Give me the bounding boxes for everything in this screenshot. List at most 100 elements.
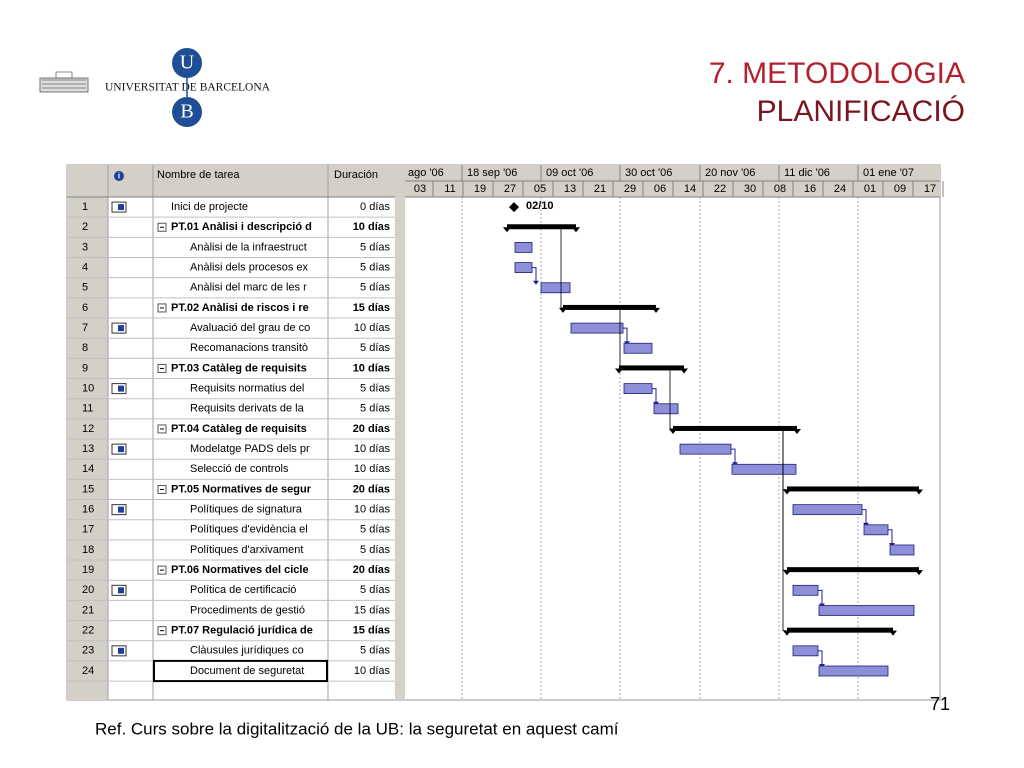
summary-bar bbox=[673, 425, 797, 431]
dependency bbox=[731, 448, 736, 464]
summary-bar bbox=[787, 567, 919, 573]
task-duration: 5 días bbox=[360, 241, 390, 253]
week-label: 16 bbox=[804, 183, 816, 195]
row-id: 11 bbox=[82, 403, 93, 415]
task-name: Polítiques de signatura bbox=[190, 504, 303, 516]
week-label: 19 bbox=[474, 183, 486, 195]
summary-link bbox=[778, 428, 786, 632]
row-id: 16 bbox=[82, 504, 94, 516]
dependency bbox=[888, 529, 893, 544]
task-name: PT.04 Catàleg de requisits bbox=[171, 423, 307, 435]
week-label: 06 bbox=[654, 183, 666, 195]
title: 7. METODOLOGIA bbox=[709, 57, 965, 90]
row-id: 15 bbox=[82, 483, 94, 495]
task-bar bbox=[792, 645, 819, 657]
dependency bbox=[652, 388, 657, 403]
row-id: 21 bbox=[82, 604, 94, 616]
week-label: 09 bbox=[894, 183, 906, 195]
task-bar bbox=[818, 665, 889, 677]
dependency bbox=[623, 327, 628, 343]
task-bar bbox=[514, 242, 533, 253]
task-duration: 15 días bbox=[353, 302, 390, 314]
task-duration: 5 días bbox=[360, 544, 390, 556]
week-label: 14 bbox=[684, 183, 696, 195]
week-label: 30 bbox=[744, 183, 756, 195]
row-id: 4 bbox=[82, 262, 88, 274]
week-label: 03 bbox=[414, 183, 426, 195]
task-bar bbox=[514, 262, 533, 273]
row-id: 23 bbox=[82, 645, 94, 657]
building-detail bbox=[42, 71, 86, 89]
summary-bar bbox=[787, 627, 893, 633]
info-icon bbox=[114, 171, 124, 181]
row-id: 18 bbox=[82, 544, 94, 556]
task-bar bbox=[540, 282, 571, 294]
week-label: 21 bbox=[594, 183, 606, 195]
task-duration: 10 días bbox=[354, 322, 391, 334]
task-name: Avaluació del grau de co bbox=[190, 322, 310, 334]
logo: UNIVERSITAT DE BARCELONA U B bbox=[39, 48, 271, 127]
milestone-label: 02/10 bbox=[526, 200, 554, 212]
summary-link bbox=[560, 226, 576, 309]
selected-cell bbox=[153, 659, 328, 683]
summary-bar bbox=[787, 486, 919, 492]
task-duration: 5 días bbox=[360, 383, 390, 395]
week-label: 01 bbox=[864, 183, 876, 195]
row-id: 6 bbox=[82, 302, 88, 314]
week-label: 11 bbox=[444, 183, 455, 195]
task-bar bbox=[570, 322, 624, 334]
task-duration: 0 días bbox=[360, 201, 390, 213]
task-name: Selecció de controls bbox=[190, 463, 289, 475]
gantt-screenshot: i Nombre de tarea Duración ago '06 18 sep… bbox=[66, 164, 944, 701]
task-name: Anàlisi dels procesos ex bbox=[190, 262, 309, 274]
task-bar bbox=[653, 403, 679, 415]
row-id: 3 bbox=[82, 241, 88, 253]
task-name: Document de seguretat bbox=[190, 665, 304, 677]
task-duration: 20 días bbox=[353, 483, 390, 495]
info-icon-letter: i bbox=[118, 172, 120, 181]
note-icon-detail bbox=[118, 506, 124, 513]
task-duration: 10 días bbox=[354, 463, 391, 475]
note-icon-detail bbox=[118, 587, 124, 594]
table-header bbox=[67, 165, 395, 197]
task-name: Inici de projecte bbox=[171, 201, 248, 213]
row-id: 10 bbox=[82, 383, 94, 395]
note-icon-detail bbox=[118, 647, 124, 654]
month-label: 09 oct '06 bbox=[546, 167, 593, 179]
task-name: PT.01 Anàlisi i descripció d bbox=[171, 221, 312, 233]
task-bar bbox=[623, 342, 653, 354]
task-name: Anàlisi de la infraestruct bbox=[190, 241, 307, 253]
summary-bar bbox=[507, 224, 576, 230]
summary-bar bbox=[619, 365, 684, 371]
task-bar bbox=[792, 504, 863, 516]
task-duration: 10 días bbox=[354, 443, 391, 455]
row-id: 20 bbox=[82, 584, 94, 596]
row-number-column bbox=[67, 165, 108, 700]
month-label: 11 dic '06 bbox=[784, 167, 830, 179]
task-duration: 10 días bbox=[353, 221, 390, 233]
page-number: 71 bbox=[930, 694, 950, 714]
task-name: Clàusules jurídiques co bbox=[190, 645, 304, 657]
task-name: PT.05 Normatives de segur bbox=[171, 483, 312, 495]
task-name: Requisits derivats de la bbox=[190, 403, 305, 415]
week-label: 24 bbox=[834, 183, 846, 195]
row-id: 13 bbox=[82, 443, 94, 455]
reference: Ref. Curs sobre la digitalització de la … bbox=[95, 719, 619, 738]
dependency bbox=[862, 509, 867, 524]
task-duration: 5 días bbox=[360, 342, 390, 354]
logo-circle bbox=[172, 97, 202, 127]
summary-end bbox=[615, 368, 688, 374]
task-duration: 5 días bbox=[360, 262, 390, 274]
task-duration: 5 días bbox=[360, 584, 390, 596]
task-bar bbox=[731, 463, 797, 475]
task-duration: 10 días bbox=[354, 665, 391, 677]
task-name: PT.02 Anàlisi de riscos i re bbox=[171, 302, 309, 314]
month-label: 01 ene '07 bbox=[863, 167, 914, 179]
task-bar bbox=[863, 524, 889, 536]
week-label: 27 bbox=[504, 183, 516, 195]
task-duration: 15 días bbox=[353, 625, 390, 637]
column-header: Nombre de tarea bbox=[157, 169, 240, 181]
task-name: Anàlisi del marc de les r bbox=[190, 282, 307, 294]
month-label: ago '06 bbox=[408, 167, 444, 179]
task-duration: 5 días bbox=[360, 524, 390, 536]
